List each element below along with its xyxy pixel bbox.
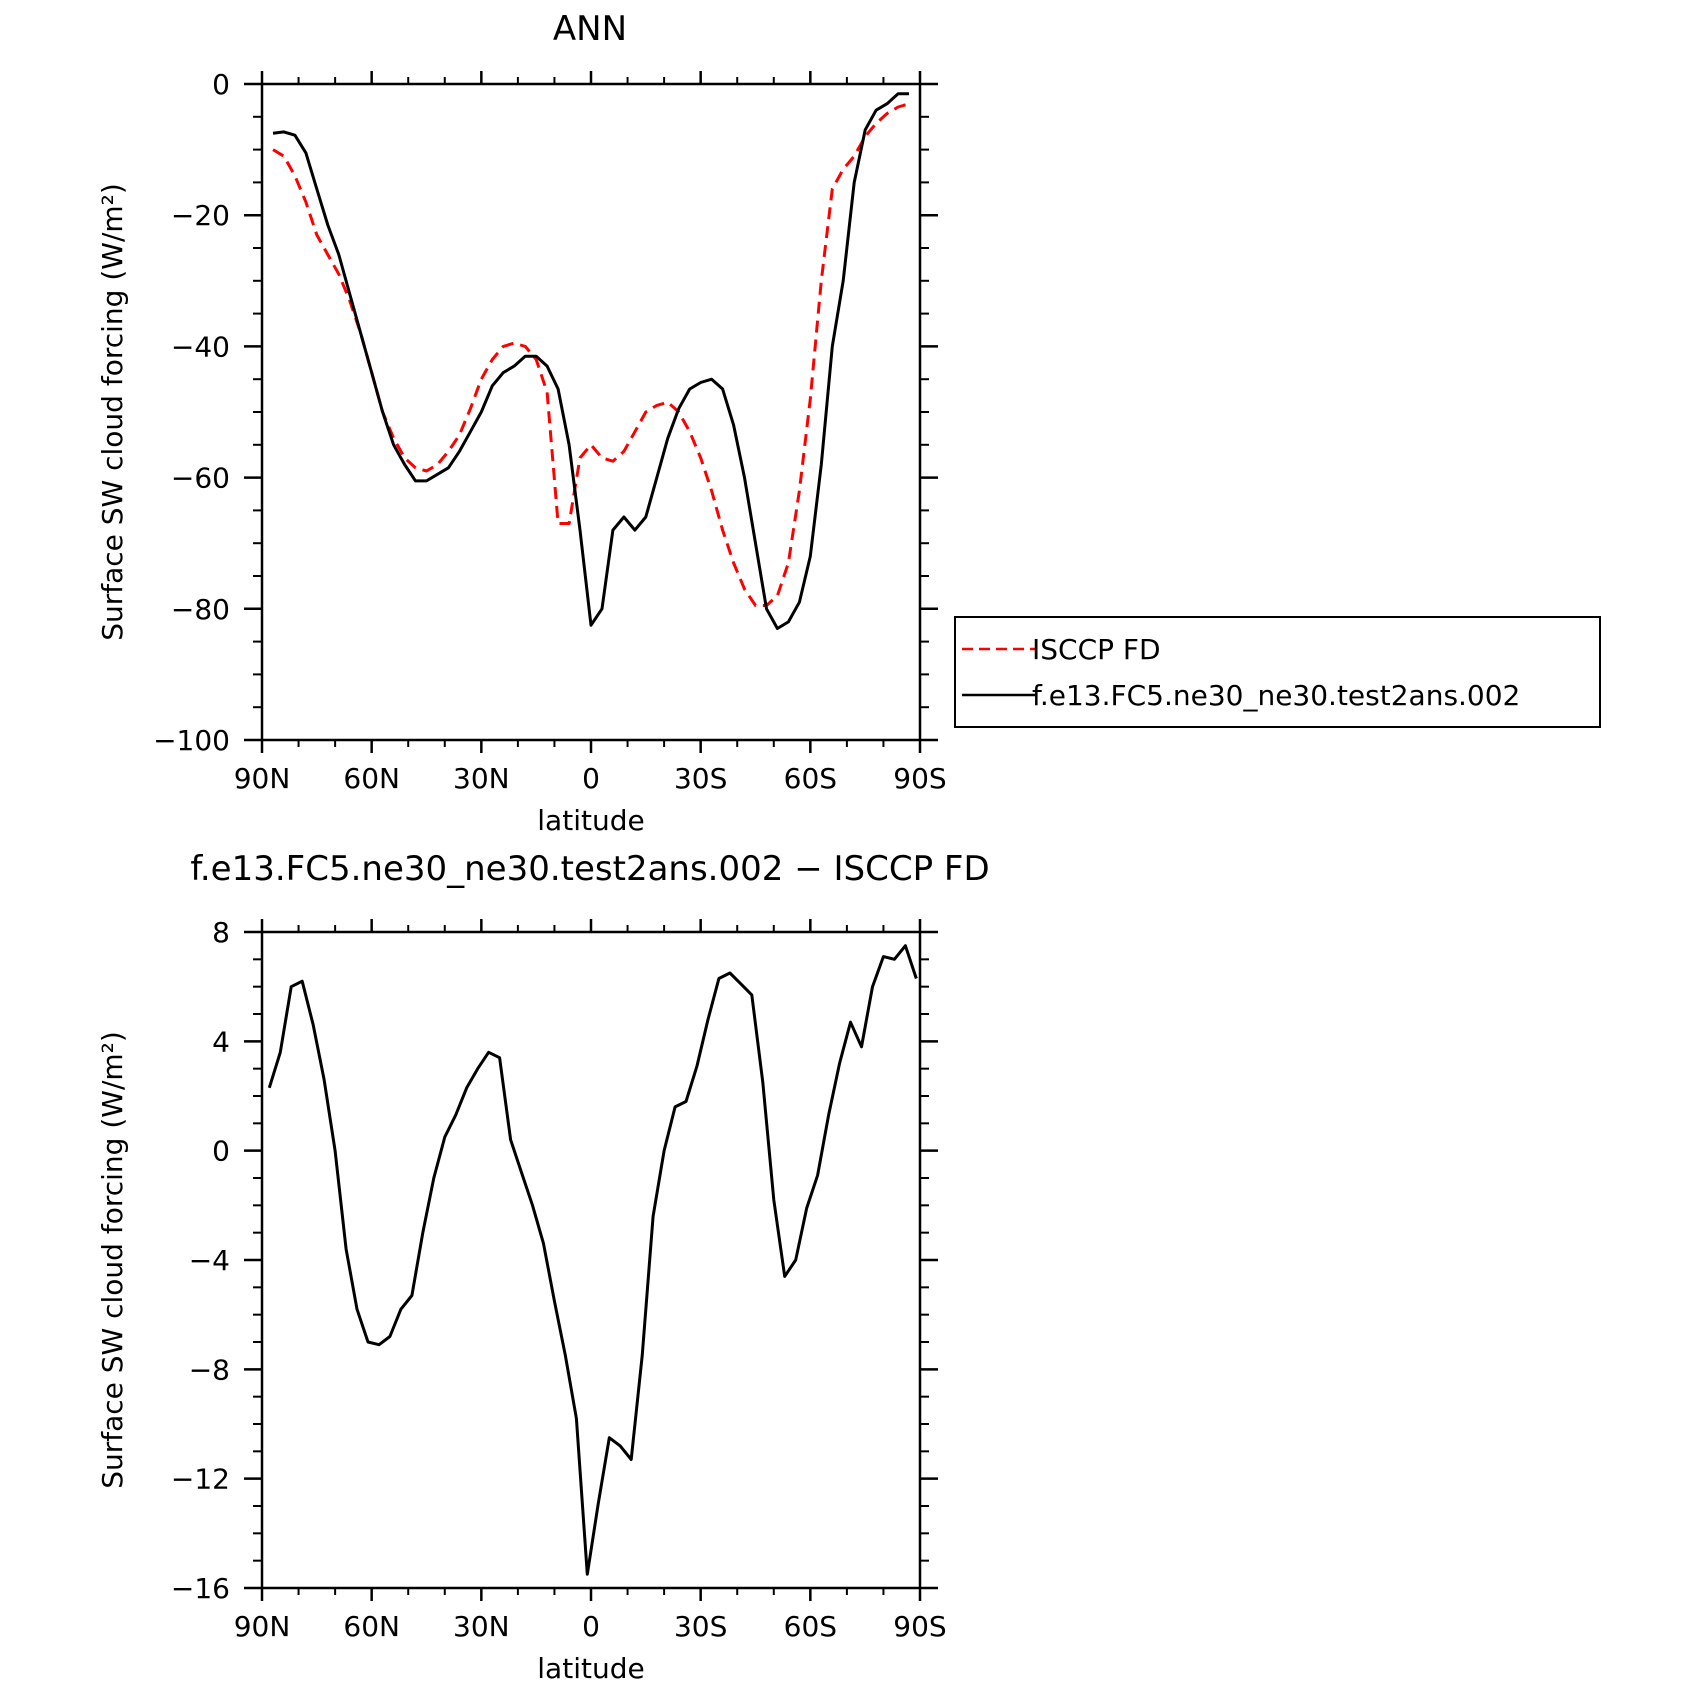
bottom-chart-x-axis-label: latitude <box>537 1652 644 1685</box>
y-tick-label: −16 <box>171 1572 230 1605</box>
top-chart-frame <box>260 82 922 742</box>
x-tick-label: 0 <box>582 762 600 795</box>
x-tick-label: 60S <box>784 1610 837 1643</box>
bottom-chart: f.e13.FC5.ne30_ne30.test2ans.002 − ISCCP… <box>96 849 990 1685</box>
legend-box <box>954 616 1601 728</box>
series-line-1 <box>272 92 909 630</box>
top-chart-ticks: 90N 60N 30N 0 30S 60S 90S 0 −20 −40 −60 −80 −100 <box>153 68 947 795</box>
x-tick-label: 60N <box>343 762 400 795</box>
legend-entry-model: f.e13.FC5.ne30_ne30.test2ans.002 <box>1032 679 1520 712</box>
x-tick-label: 60N <box>343 1610 400 1643</box>
bottom-chart-ticks: 90N 60N 30N 0 30S 60S 90S 8 4 0 −4 −8 −12 −16 <box>171 916 947 1643</box>
x-tick-label: 0 <box>582 1610 600 1643</box>
x-tick-label: 90N <box>234 1610 291 1643</box>
y-tick-label: 4 <box>212 1025 230 1058</box>
top-chart-title: ANN <box>553 9 627 49</box>
top-chart-y-axis-label: Surface SW cloud forcing (W/m²) <box>96 183 129 641</box>
y-tick-label: 0 <box>212 1135 230 1168</box>
x-tick-label: 30S <box>674 1610 727 1643</box>
x-tick-label: 30N <box>453 762 510 795</box>
y-tick-label: 8 <box>212 916 230 949</box>
x-tick-label: 60S <box>784 762 837 795</box>
y-tick-label: −12 <box>171 1463 230 1496</box>
top-chart: ANN 90N 60N 30N 0 30S 60S 90S 0 −20 −40 −60 −80 −100… <box>96 9 1601 837</box>
bottom-chart-title: f.e13.FC5.ne30_ne30.test2ans.002 − ISCCP… <box>190 849 989 889</box>
y-tick-label: −60 <box>171 462 230 495</box>
y-tick-label: −80 <box>171 593 230 626</box>
x-tick-label: 90N <box>234 762 291 795</box>
bottom-chart-y-axis-label: Surface SW cloud forcing (W/m²) <box>96 1031 129 1489</box>
y-tick-label: −40 <box>171 330 230 363</box>
series-line-0 <box>267 944 918 1576</box>
y-tick-label: −4 <box>189 1244 230 1277</box>
x-tick-label: 90S <box>893 762 946 795</box>
y-tick-label: −100 <box>153 724 230 757</box>
top-chart-legend: ISCCP FD f.e13.FC5.ne30_ne30.test2ans.00… <box>954 616 1601 728</box>
x-tick-label: 30N <box>453 1610 510 1643</box>
top-chart-x-axis-label: latitude <box>537 804 644 837</box>
y-tick-label: 0 <box>212 68 230 101</box>
x-tick-label: 30S <box>674 762 727 795</box>
top-chart-series <box>272 92 910 630</box>
bottom-chart-frame <box>260 930 922 1590</box>
legend-entry-isccp: ISCCP FD <box>1032 633 1161 666</box>
x-tick-label: 90S <box>893 1610 946 1643</box>
y-tick-label: −8 <box>189 1353 230 1386</box>
bottom-chart-series <box>267 944 918 1576</box>
y-tick-label: −20 <box>171 199 230 232</box>
